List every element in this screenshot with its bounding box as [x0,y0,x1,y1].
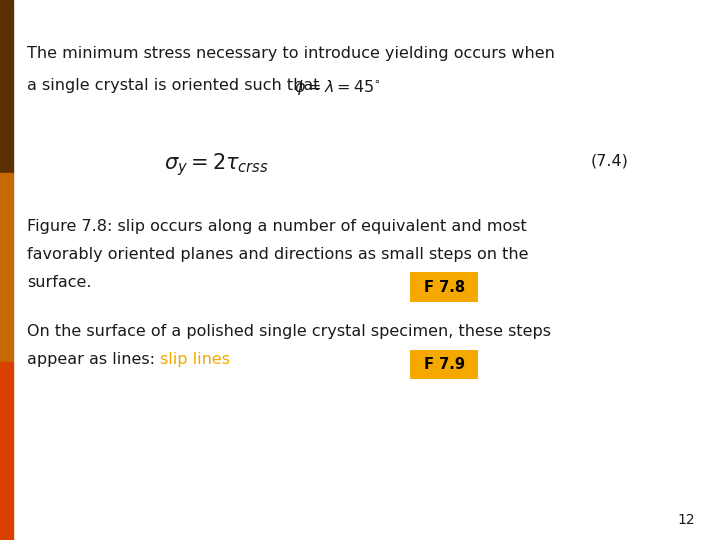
Text: favorably oriented planes and directions as small steps on the: favorably oriented planes and directions… [27,247,529,262]
Text: $\phi = \lambda = 45^{\circ}$: $\phi = \lambda = 45^{\circ}$ [294,78,381,97]
Text: On the surface of a polished single crystal specimen, these steps: On the surface of a polished single crys… [27,324,552,339]
FancyBboxPatch shape [410,350,478,379]
Bar [0,0,13,173]
FancyBboxPatch shape [410,272,478,302]
Bar [0,362,13,540]
Text: 12: 12 [678,512,695,526]
Text: surface.: surface. [27,275,92,290]
Text: (7.4): (7.4) [590,154,629,169]
Text: Figure 7.8: slip occurs along a number of equivalent and most: Figure 7.8: slip occurs along a number o… [27,219,527,234]
Text: a single crystal is oriented such that: a single crystal is oriented such that [27,78,330,93]
Text: $\sigma_y = 2\tau_{crss}$: $\sigma_y = 2\tau_{crss}$ [163,151,269,178]
Text: The minimum stress necessary to introduce yielding occurs when: The minimum stress necessary to introduc… [27,46,555,61]
Text: slip lines: slip lines [160,352,230,367]
Text: F 7.9: F 7.9 [424,357,464,372]
Bar [0,173,13,362]
Text: appear as lines:: appear as lines: [27,352,161,367]
Text: F 7.8: F 7.8 [423,280,465,295]
